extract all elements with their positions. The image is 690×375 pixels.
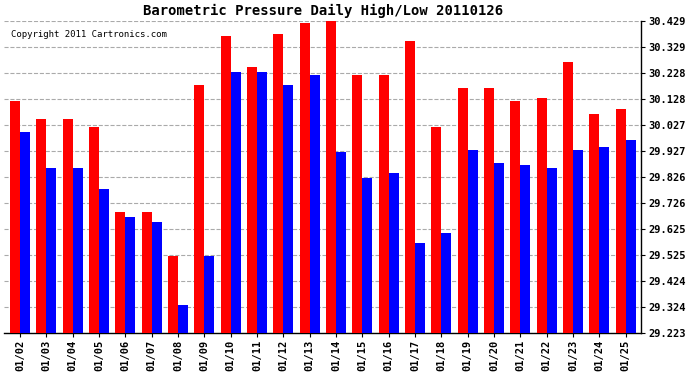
- Bar: [494, 163, 504, 333]
- Bar: [230, 72, 241, 333]
- Bar: [511, 101, 520, 333]
- Bar: [353, 75, 362, 333]
- Bar: [168, 256, 178, 333]
- Bar: [520, 165, 531, 333]
- Bar: [221, 36, 230, 333]
- Bar: [589, 114, 599, 333]
- Bar: [195, 85, 204, 333]
- Bar: [63, 119, 72, 333]
- Bar: [126, 217, 135, 333]
- Title: Barometric Pressure Daily High/Low 20110126: Barometric Pressure Daily High/Low 20110…: [143, 4, 503, 18]
- Bar: [204, 256, 215, 333]
- Bar: [336, 153, 346, 333]
- Bar: [257, 72, 267, 333]
- Bar: [563, 62, 573, 333]
- Bar: [388, 173, 399, 333]
- Bar: [468, 150, 477, 333]
- Bar: [310, 75, 319, 333]
- Bar: [615, 108, 626, 333]
- Bar: [626, 140, 635, 333]
- Bar: [442, 232, 451, 333]
- Bar: [599, 147, 609, 333]
- Bar: [46, 168, 57, 333]
- Bar: [405, 41, 415, 333]
- Bar: [37, 119, 46, 333]
- Bar: [178, 305, 188, 333]
- Bar: [89, 127, 99, 333]
- Bar: [273, 33, 284, 333]
- Bar: [141, 212, 152, 333]
- Bar: [72, 168, 83, 333]
- Bar: [284, 85, 293, 333]
- Bar: [99, 189, 109, 333]
- Bar: [457, 88, 468, 333]
- Bar: [10, 101, 20, 333]
- Bar: [299, 23, 310, 333]
- Text: Copyright 2011 Cartronics.com: Copyright 2011 Cartronics.com: [10, 30, 166, 39]
- Bar: [546, 168, 557, 333]
- Bar: [415, 243, 425, 333]
- Bar: [537, 98, 546, 333]
- Bar: [326, 21, 336, 333]
- Bar: [431, 127, 442, 333]
- Bar: [362, 178, 373, 333]
- Bar: [20, 132, 30, 333]
- Bar: [484, 88, 494, 333]
- Bar: [115, 212, 126, 333]
- Bar: [152, 222, 161, 333]
- Bar: [379, 75, 388, 333]
- Bar: [573, 150, 583, 333]
- Bar: [247, 67, 257, 333]
